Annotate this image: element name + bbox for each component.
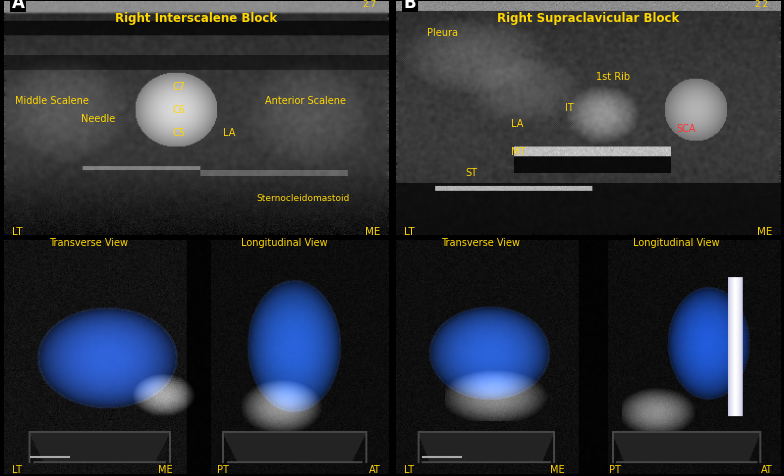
Text: ME: ME bbox=[158, 464, 172, 474]
Text: AT: AT bbox=[368, 464, 380, 474]
Text: Anterior Scalene: Anterior Scalene bbox=[265, 95, 347, 105]
Text: Longitudinal View: Longitudinal View bbox=[633, 238, 720, 248]
Text: A: A bbox=[12, 0, 24, 12]
Text: LT: LT bbox=[404, 464, 414, 474]
Text: Transverse View: Transverse View bbox=[441, 238, 520, 248]
Text: Right Interscalene Block: Right Interscalene Block bbox=[115, 12, 277, 25]
Text: Longitudinal View: Longitudinal View bbox=[241, 238, 328, 248]
Text: LT: LT bbox=[12, 464, 22, 474]
Text: Right Supraclavicular Block: Right Supraclavicular Block bbox=[497, 12, 679, 25]
Text: 1st Rib: 1st Rib bbox=[596, 72, 630, 82]
Text: C7: C7 bbox=[173, 81, 186, 91]
Text: MT: MT bbox=[511, 147, 525, 157]
Text: AT: AT bbox=[760, 464, 772, 474]
Text: ST: ST bbox=[465, 168, 477, 178]
Text: LA: LA bbox=[511, 119, 524, 129]
Text: ME: ME bbox=[757, 226, 772, 236]
Text: Middle Scalene: Middle Scalene bbox=[16, 95, 89, 105]
Text: SCA: SCA bbox=[677, 123, 696, 133]
Text: Needle: Needle bbox=[81, 114, 115, 124]
Text: Sternocleidomastoid: Sternocleidomastoid bbox=[256, 194, 350, 203]
Text: PT: PT bbox=[217, 464, 229, 474]
Text: IT: IT bbox=[565, 102, 574, 112]
Text: C6: C6 bbox=[173, 105, 186, 115]
Text: 2.2: 2.2 bbox=[754, 0, 768, 10]
Text: B: B bbox=[404, 0, 416, 12]
Text: LT: LT bbox=[12, 226, 22, 236]
Text: PT: PT bbox=[609, 464, 621, 474]
Text: ME: ME bbox=[365, 226, 380, 236]
Text: C5: C5 bbox=[173, 128, 186, 138]
Text: Transverse View: Transverse View bbox=[49, 238, 128, 248]
Text: 2.7: 2.7 bbox=[362, 0, 376, 10]
Text: LA: LA bbox=[223, 128, 235, 138]
Text: ME: ME bbox=[550, 464, 564, 474]
Text: Pleura: Pleura bbox=[426, 28, 458, 38]
Text: LT: LT bbox=[404, 226, 414, 236]
